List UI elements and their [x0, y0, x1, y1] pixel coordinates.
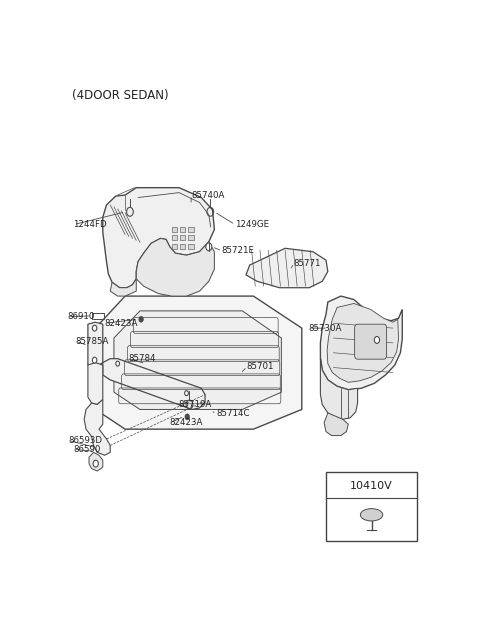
Polygon shape — [246, 248, 328, 288]
Polygon shape — [84, 399, 110, 455]
Bar — [172, 236, 177, 241]
Circle shape — [374, 337, 380, 344]
Text: 82423A: 82423A — [170, 419, 203, 428]
Bar — [180, 244, 185, 249]
Text: 85719A: 85719A — [178, 400, 212, 409]
Bar — [188, 227, 193, 232]
Text: 86593D: 86593D — [68, 436, 102, 445]
Polygon shape — [110, 279, 136, 296]
Text: 85771: 85771 — [294, 259, 321, 268]
Text: 85721E: 85721E — [222, 246, 255, 255]
Circle shape — [92, 325, 97, 331]
Polygon shape — [324, 413, 348, 436]
Polygon shape — [321, 358, 358, 419]
Bar — [172, 244, 177, 249]
Polygon shape — [88, 363, 103, 404]
Text: 1249GE: 1249GE — [235, 220, 269, 229]
Text: 85714C: 85714C — [216, 410, 250, 419]
Circle shape — [185, 390, 188, 396]
Text: 85730A: 85730A — [309, 324, 342, 333]
Circle shape — [185, 414, 190, 420]
Circle shape — [116, 361, 120, 366]
Text: 82423A: 82423A — [105, 319, 138, 328]
Polygon shape — [321, 296, 402, 390]
Text: 86910: 86910 — [67, 312, 95, 321]
Text: 85740A: 85740A — [191, 191, 224, 200]
Bar — [180, 227, 185, 232]
Bar — [172, 227, 177, 232]
FancyBboxPatch shape — [355, 324, 386, 359]
Bar — [92, 313, 104, 319]
Text: 1244FD: 1244FD — [73, 220, 107, 229]
Polygon shape — [136, 239, 215, 296]
Bar — [326, 472, 417, 541]
Text: 85785A: 85785A — [76, 337, 109, 346]
Polygon shape — [103, 188, 215, 288]
Ellipse shape — [360, 509, 383, 521]
Circle shape — [206, 243, 212, 251]
Polygon shape — [327, 303, 398, 382]
Text: 85784: 85784 — [129, 354, 156, 363]
Polygon shape — [103, 358, 205, 410]
Circle shape — [139, 316, 144, 322]
Bar — [180, 236, 185, 241]
Text: 86590: 86590 — [73, 445, 101, 454]
Circle shape — [92, 357, 97, 363]
Polygon shape — [89, 452, 103, 471]
Bar — [188, 244, 193, 249]
Text: (4DOOR SEDAN): (4DOOR SEDAN) — [72, 89, 168, 102]
Polygon shape — [114, 311, 281, 410]
Polygon shape — [96, 296, 302, 429]
Text: 85701: 85701 — [247, 362, 274, 371]
Text: 10410V: 10410V — [350, 481, 393, 491]
Polygon shape — [88, 322, 103, 367]
Bar — [188, 236, 193, 241]
Circle shape — [93, 460, 98, 467]
